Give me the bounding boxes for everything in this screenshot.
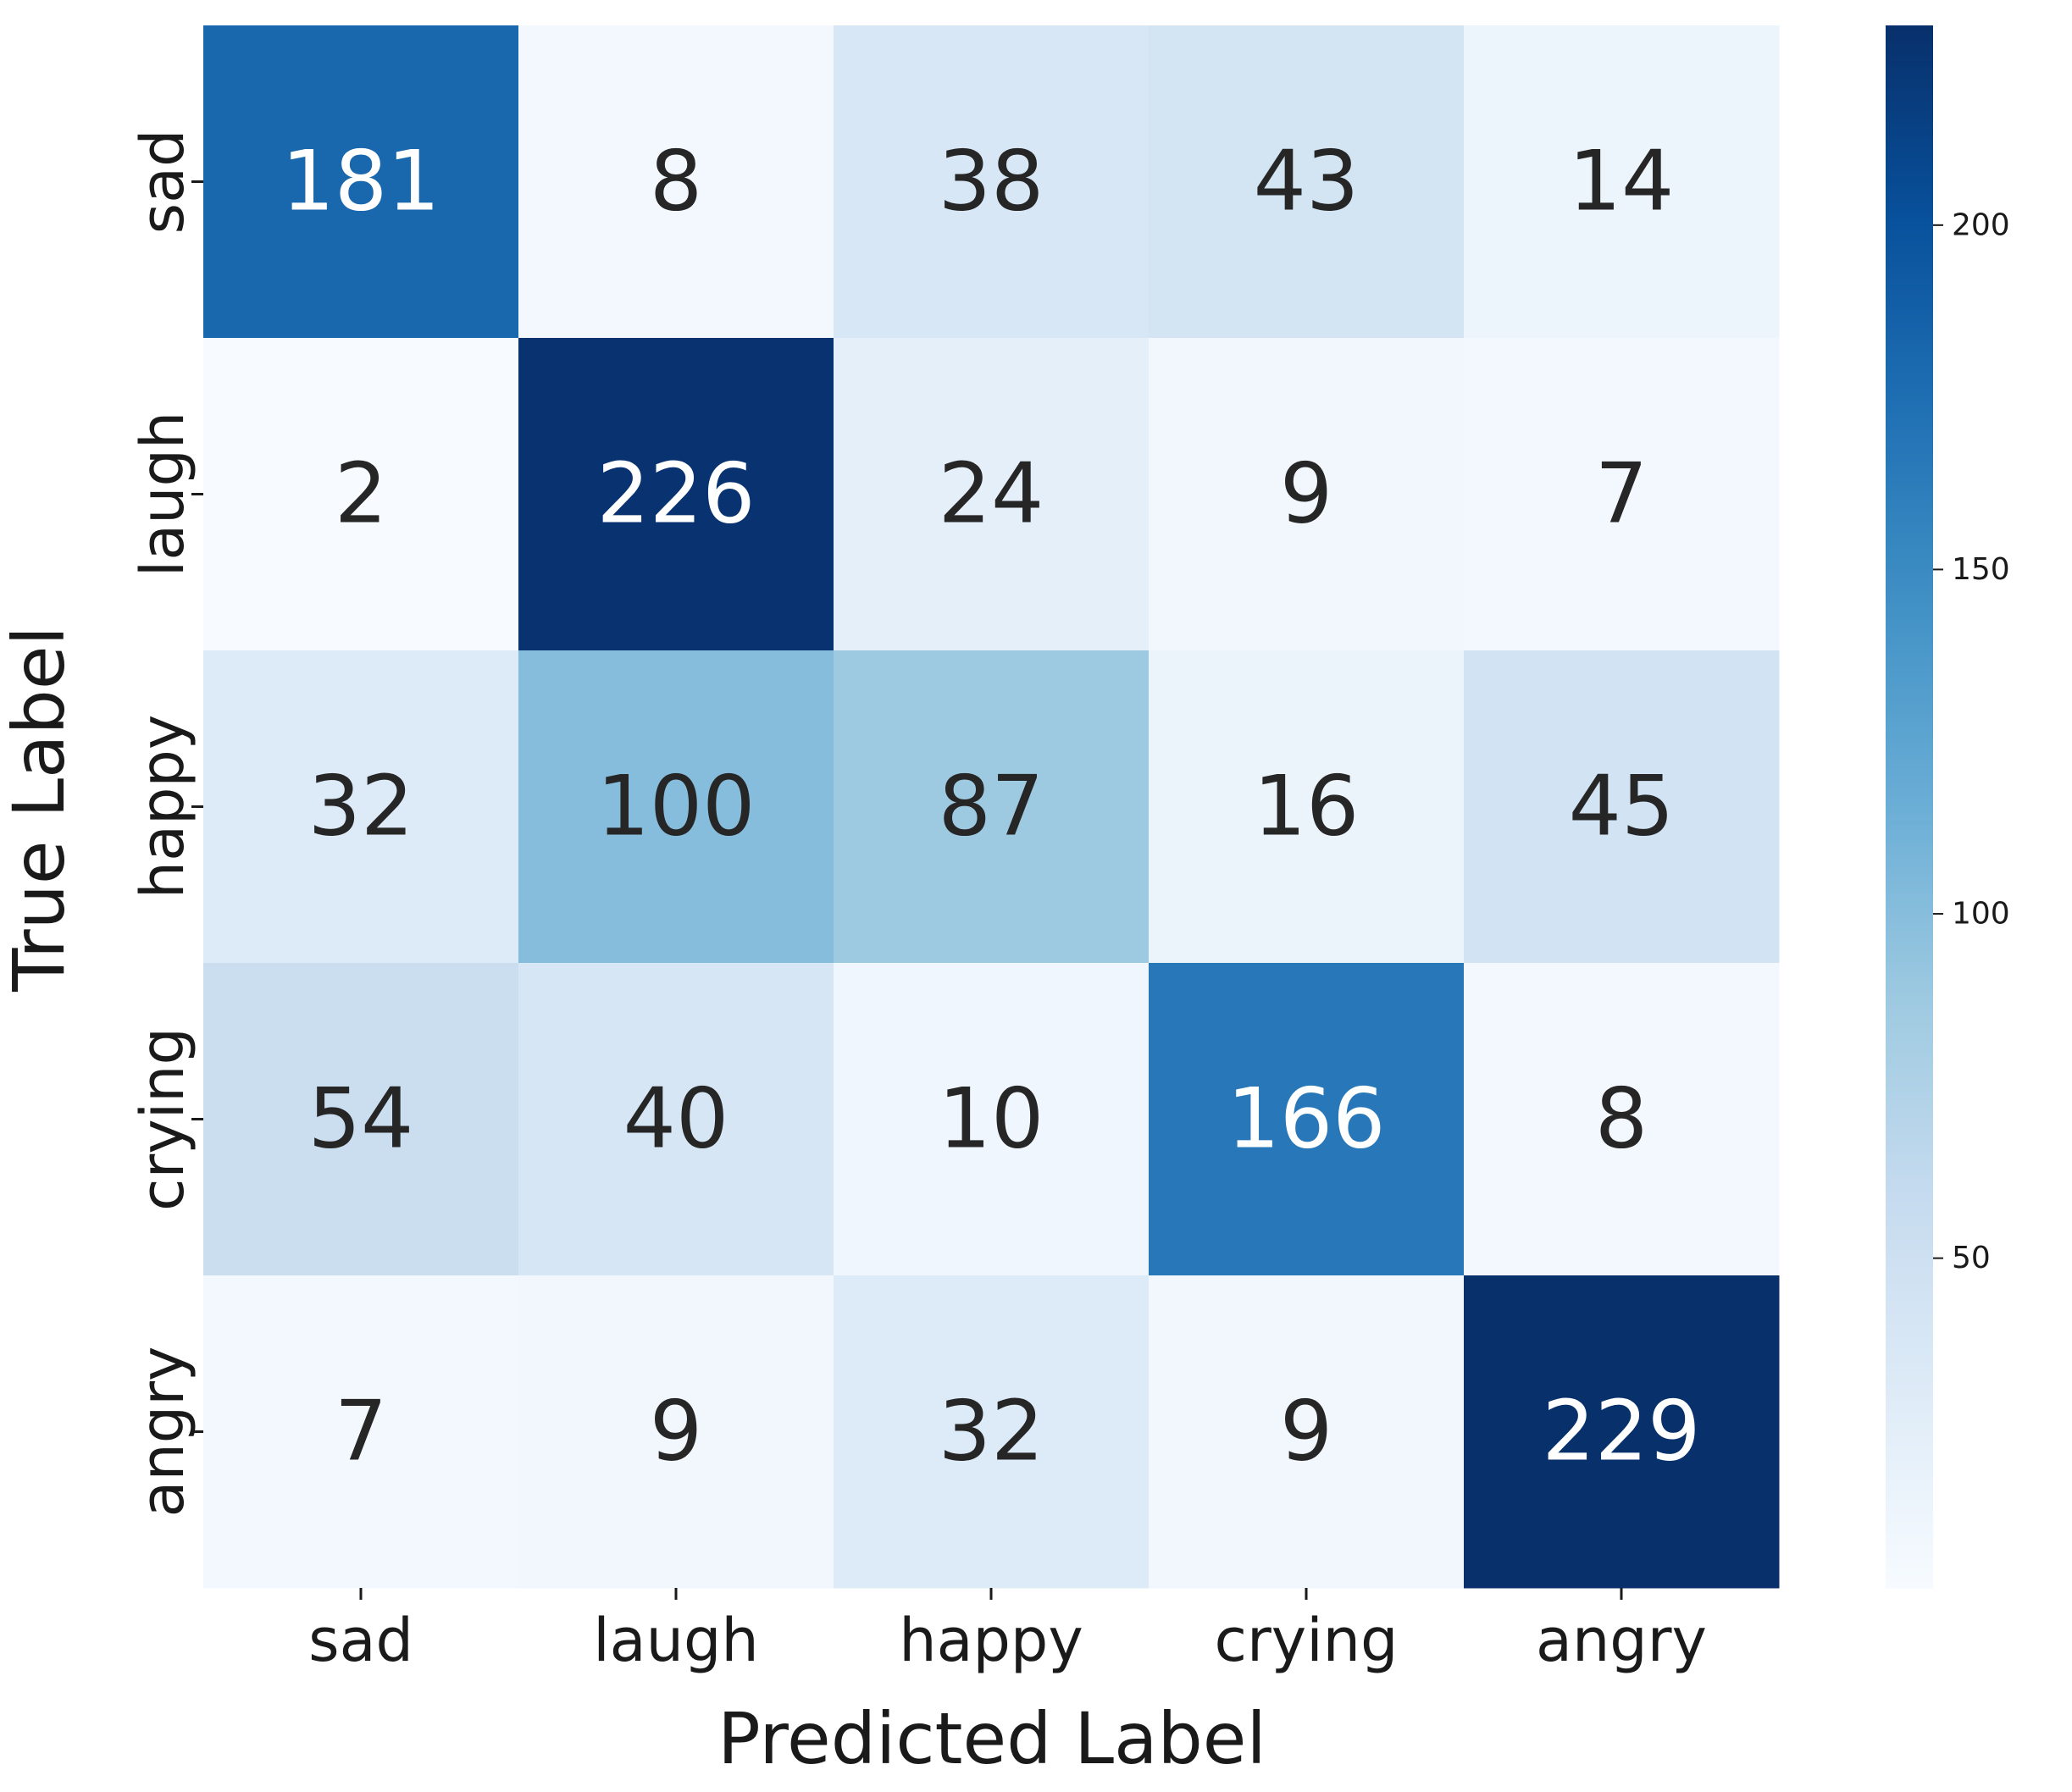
heatmap-cell (203, 963, 519, 1276)
heatmap-cell (834, 1275, 1150, 1589)
cell-value-label: 24 (939, 446, 1044, 543)
heatmap-cell (834, 25, 1150, 339)
heatmap-cell (1149, 650, 1465, 964)
heatmap-cell (203, 1275, 519, 1589)
heatmap-cell (1149, 963, 1465, 1276)
cell-value-label: 45 (1569, 759, 1675, 855)
y-axis-title: True Label (0, 626, 80, 993)
cell-value-label: 9 (650, 1384, 702, 1480)
x-axis-title: Predicted Label (717, 1697, 1266, 1780)
cell-value-label: 10 (939, 1071, 1044, 1168)
heatmap-cell (518, 1275, 834, 1589)
cell-value-label: 229 (1542, 1384, 1700, 1480)
cell-value-label: 32 (308, 759, 414, 855)
x-tick-label: happy (899, 1606, 1083, 1675)
x-tick-label: laugh (593, 1606, 759, 1675)
cell-value-label: 54 (308, 1071, 414, 1168)
y-tick-label: sad (128, 130, 197, 235)
cell-value-label: 14 (1569, 134, 1675, 230)
heatmap-cell (518, 963, 834, 1276)
heatmap-cell (518, 25, 834, 339)
cell-value-label: 43 (1254, 134, 1360, 230)
heatmap-cell (1149, 25, 1465, 339)
heatmap-cell (203, 650, 519, 964)
cell-value-label: 181 (281, 134, 440, 230)
y-axis-ticks: sad laugh happy crying angry (128, 130, 203, 1518)
cell-value-label: 8 (1595, 1071, 1648, 1168)
heatmap-cell (1464, 338, 1780, 651)
cell-value-label: 226 (596, 446, 755, 543)
x-tick-label: angry (1536, 1606, 1707, 1675)
cell-value-label: 40 (623, 1071, 729, 1168)
y-tick-label: happy (128, 715, 197, 899)
cell-value-label: 7 (335, 1384, 387, 1480)
cell-value-label: 7 (1595, 446, 1648, 543)
heatmap-cell (518, 338, 834, 651)
heatmap-cell (518, 650, 834, 964)
cell-value-label: 8 (650, 134, 702, 230)
colorbar-tick-label: 50 (1952, 1241, 1991, 1275)
colorbar-tick-label: 150 (1952, 552, 2010, 587)
x-axis-ticks: sad laugh happy crying angry (308, 1588, 1707, 1675)
cell-value-label: 9 (1280, 1384, 1332, 1480)
cell-value-label: 100 (596, 759, 755, 855)
y-tick-label: angry (128, 1347, 197, 1518)
x-tick-label: crying (1215, 1606, 1399, 1675)
y-tick-label: crying (128, 1027, 197, 1211)
cell-value-label: 87 (939, 759, 1044, 855)
cell-value-label: 16 (1254, 759, 1360, 855)
cell-value-label: 9 (1280, 446, 1332, 543)
heatmap-cell (203, 25, 519, 339)
heatmap-cell (1464, 25, 1780, 339)
heatmap-cell (203, 338, 519, 651)
heatmap-cell (1149, 338, 1465, 651)
heatmap-cell (834, 650, 1150, 964)
heatmap-cell (1464, 1275, 1780, 1589)
colorbar (1886, 25, 1933, 1589)
cell-value-label: 166 (1227, 1071, 1385, 1168)
cell-value-label: 2 (335, 446, 387, 543)
colorbar-ticks: 50 100 150 200 (1933, 207, 2010, 1275)
y-tick-label: laugh (128, 412, 197, 578)
heatmap-cell (1149, 1275, 1465, 1589)
heatmap-cell (1464, 650, 1780, 964)
cell-value-label: 32 (939, 1384, 1044, 1480)
x-tick-label: sad (308, 1606, 413, 1675)
colorbar-tick-label: 200 (1952, 207, 2010, 242)
heatmap-cell (1464, 963, 1780, 1276)
heatmap-cell (834, 963, 1150, 1276)
colorbar-tick-label: 100 (1952, 897, 2010, 932)
cell-value-label: 38 (939, 134, 1044, 230)
heatmap-cell (834, 338, 1150, 651)
